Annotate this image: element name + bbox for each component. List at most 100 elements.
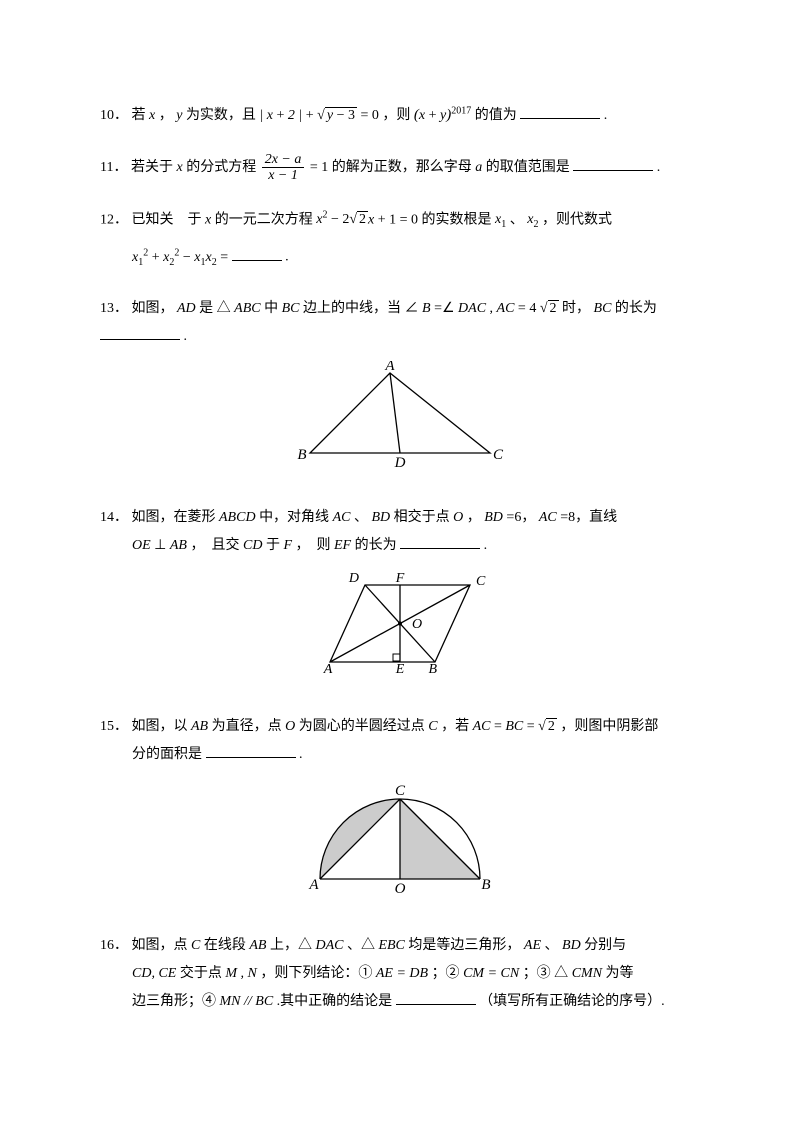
text: 、 [545, 938, 559, 953]
period: . [285, 250, 289, 265]
text: 若关于 [131, 160, 177, 175]
text: ， 且交 [190, 538, 243, 553]
text: 交于点 [180, 966, 226, 981]
label-A: A [308, 877, 319, 893]
text: 如图，在菱形 [132, 510, 220, 525]
text: 在线段 [204, 938, 250, 953]
text: 如图，以 [132, 719, 192, 734]
figure-15: A B C O [100, 779, 700, 910]
label-F: F [395, 571, 405, 586]
text: ， [467, 510, 481, 525]
text: ，若 [441, 719, 473, 734]
text: ，则图中阴影部 [560, 719, 658, 734]
text: MN // BC [220, 994, 274, 1009]
text: 已知关 于 [132, 212, 206, 227]
text: 的长为 [355, 538, 397, 553]
problem-10: 10． 若 x ， y 为实数，且 | x + 2 | + √y − 3 = 0… [100, 100, 700, 130]
answer-blank[interactable] [206, 743, 296, 758]
problem-number: 16． [100, 938, 128, 953]
label-D: D [394, 455, 406, 471]
text: 为等 [606, 966, 634, 981]
text: .其中正确的结论是 [277, 994, 393, 1009]
answer-blank[interactable] [100, 325, 180, 340]
text: 如图，点 [132, 938, 192, 953]
text: = 4 [518, 301, 536, 316]
answer-blank[interactable] [232, 246, 282, 261]
text: 均是等边三角形， [408, 938, 520, 953]
label-B: B [428, 662, 437, 677]
text: 、△ [347, 938, 375, 953]
text: （填写所有正确结论的序号）. [479, 994, 665, 1009]
label-C: C [395, 783, 406, 799]
text: 时， [562, 301, 590, 316]
text: =∠ [434, 301, 454, 316]
text: CD, CE [132, 966, 176, 981]
text: ， [159, 108, 173, 123]
text: 是 △ [199, 301, 231, 316]
text: 的分式方程 [186, 160, 260, 175]
label-C: C [493, 447, 504, 463]
text: 为直径，点 [212, 719, 286, 734]
text: 、 [510, 212, 524, 227]
period: . [484, 538, 488, 553]
period: . [657, 160, 661, 175]
text: 若 [132, 108, 150, 123]
label-A: A [384, 361, 395, 374]
label-D: D [348, 571, 359, 586]
label-B: B [297, 447, 306, 463]
problem-number: 13． [100, 301, 128, 316]
problem-14: 14． 如图，在菱形 ABCD 中，对角线 AC 、 BD 相交于点 O ， B… [100, 504, 700, 691]
text: = [494, 719, 502, 734]
label-E: E [395, 662, 405, 677]
text: 、 [354, 510, 368, 525]
text: , [490, 301, 497, 316]
problem-number: 12． [100, 212, 128, 227]
text: ，则代数式 [542, 212, 612, 227]
text: ，则 [382, 108, 414, 123]
label-A: A [323, 662, 333, 677]
text: ；② [432, 966, 464, 981]
text: 中，对角线 [259, 510, 333, 525]
text: AE = DB [376, 966, 428, 981]
text: =8，直线 [560, 510, 617, 525]
text: 的值为 [475, 108, 517, 123]
text: 的一元二次方程 [215, 212, 317, 227]
problem-16: 16． 如图，点 C 在线段 AB 上，△ DAC 、△ EBC 均是等边三角形… [100, 932, 700, 1016]
figure-13: A B C D [100, 361, 700, 482]
text: 上，△ [270, 938, 312, 953]
text: 的长为 [615, 301, 657, 316]
problem-15: 15． 如图，以 AB 为直径，点 O 为圆心的半圆经过点 C ，若 AC = … [100, 713, 700, 910]
text: CM = CN [463, 966, 519, 981]
figure-14: A B C D E F O [100, 570, 700, 691]
text: 的解为正数，那么字母 [332, 160, 476, 175]
text: ，则下列结论：① [260, 966, 376, 981]
answer-blank[interactable] [573, 156, 653, 171]
text: = [527, 719, 538, 734]
problem-11: 11． 若关于 x 的分式方程 2x − ax − 1 = 1 的解为正数，那么… [100, 152, 700, 184]
problem-number: 10． [100, 108, 128, 123]
answer-blank[interactable] [520, 104, 600, 119]
label-C: C [476, 574, 486, 589]
text: M , N [225, 966, 257, 981]
answer-blank[interactable] [396, 990, 476, 1005]
text: ， 则 [296, 538, 335, 553]
period: . [184, 329, 188, 344]
label-O: O [412, 617, 422, 632]
problem-12: 12． 已知关 于 x 的一元二次方程 x2 − 2√2x + 1 = 0 的实… [100, 206, 700, 273]
text: 边上的中线，当 ∠ [303, 301, 419, 316]
text: 分的面积是 [132, 747, 202, 762]
text: 分别与 [584, 938, 626, 953]
problem-number: 15． [100, 719, 128, 734]
text: 相交于点 [394, 510, 454, 525]
problem-number: 11． [100, 160, 127, 175]
period: . [299, 747, 303, 762]
text: 为实数，且 [186, 108, 260, 123]
problem-number: 14． [100, 510, 128, 525]
text: 的实数根是 [422, 212, 496, 227]
text: 的取值范围是 [486, 160, 570, 175]
text: ⊥ [154, 538, 170, 553]
label-B: B [481, 877, 490, 893]
period: . [604, 108, 608, 123]
answer-blank[interactable] [400, 534, 480, 549]
text: 边三角形；④ [132, 994, 220, 1009]
